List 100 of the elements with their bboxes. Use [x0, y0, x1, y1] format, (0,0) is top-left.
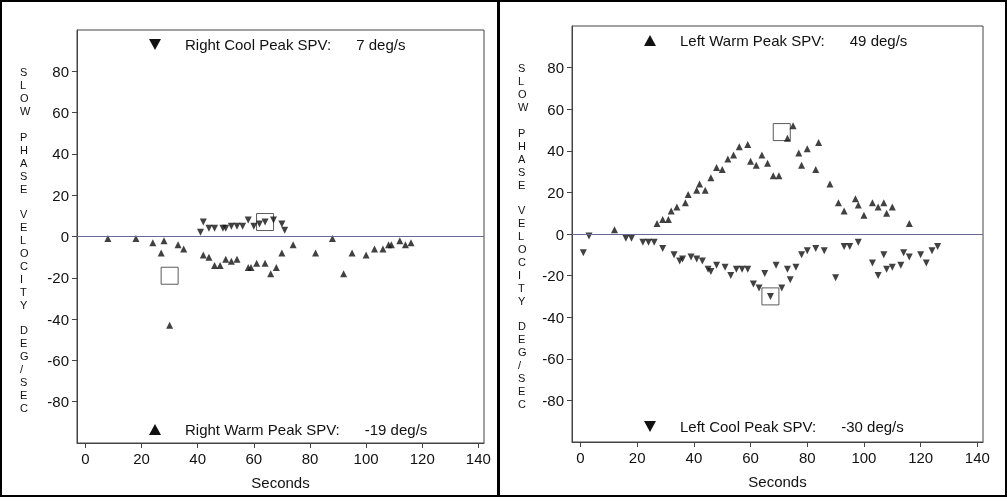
- point: [211, 261, 219, 269]
- y-tick-label: 20: [52, 186, 69, 204]
- point: [883, 209, 891, 217]
- y-tick-label: -20: [542, 267, 564, 285]
- point: [764, 159, 772, 167]
- point: [792, 263, 800, 271]
- point: [579, 249, 587, 257]
- point: [747, 157, 755, 165]
- point: [826, 180, 834, 188]
- point: [880, 251, 888, 259]
- y-tick-label: 0: [60, 228, 69, 245]
- point: [233, 222, 241, 230]
- point: [328, 235, 336, 243]
- point: [670, 251, 678, 259]
- y-tick-label: -60: [542, 350, 564, 368]
- annotation: Left Warm Peak SPV: 49 deg/s: [680, 32, 908, 49]
- point: [340, 270, 348, 278]
- x-tick-label: 60: [245, 450, 263, 467]
- point: [160, 266, 179, 285]
- point: [820, 247, 828, 255]
- x-axis-title: Seconds: [251, 474, 310, 491]
- y-tick-label: 40: [52, 145, 69, 163]
- point: [724, 155, 732, 163]
- point: [261, 259, 269, 267]
- point: [860, 211, 868, 219]
- point: [752, 161, 760, 169]
- y-tick-label: 80: [547, 59, 564, 77]
- point: [645, 238, 653, 246]
- point: [713, 163, 721, 171]
- y-tick-label: -20: [47, 269, 69, 287]
- x-tick-label: 80: [798, 449, 816, 466]
- point: [718, 166, 726, 174]
- point: [371, 245, 379, 253]
- point: [738, 265, 746, 273]
- point: [761, 270, 769, 278]
- point: [253, 259, 261, 267]
- point: [256, 213, 275, 232]
- point: [874, 272, 882, 280]
- point: [812, 245, 820, 253]
- point: [783, 265, 791, 273]
- x-tick-label: 120: [908, 449, 934, 466]
- y-tick-label: 80: [52, 62, 69, 80]
- point: [312, 249, 320, 257]
- point: [721, 263, 729, 271]
- x-tick-label: 60: [742, 449, 759, 466]
- point: [803, 247, 811, 255]
- point: [211, 224, 219, 232]
- x-tick-label: 100: [851, 449, 877, 466]
- annotation: Right Warm Peak SPV: -19 deg/s: [185, 421, 428, 438]
- y-tick-label: 60: [547, 100, 564, 118]
- point: [775, 172, 783, 180]
- x-tick-label: 0: [81, 450, 90, 467]
- point: [905, 253, 913, 261]
- point: [905, 220, 913, 228]
- point: [407, 239, 415, 247]
- x-tick-label: 40: [685, 449, 703, 466]
- point: [160, 237, 168, 245]
- point: [840, 242, 848, 250]
- point: [659, 245, 667, 253]
- point: [701, 186, 709, 194]
- point: [653, 220, 661, 228]
- point: [783, 134, 791, 142]
- point: [696, 180, 704, 188]
- point: [278, 249, 286, 257]
- point: [761, 287, 780, 306]
- point: [362, 251, 370, 259]
- x-tick-label: 140: [964, 449, 990, 466]
- point: [379, 245, 387, 253]
- y-tick-label: 20: [547, 183, 564, 201]
- x-tick-label: 100: [353, 450, 379, 467]
- point: [883, 265, 891, 273]
- point: [684, 190, 692, 198]
- point: [269, 216, 277, 224]
- point: [222, 255, 230, 263]
- point: [199, 251, 207, 259]
- point: [157, 249, 165, 257]
- point: [917, 251, 925, 259]
- point: [840, 207, 848, 215]
- point: [401, 241, 409, 249]
- point: [233, 255, 241, 263]
- y-tick-label: -40: [47, 310, 69, 328]
- point: [786, 276, 794, 284]
- x-tick-label: 40: [189, 450, 207, 467]
- text: SLOW PHASE VELOCITY DEG/SEC: [20, 66, 31, 414]
- x-tick-label: 120: [409, 450, 435, 467]
- point: [868, 259, 876, 267]
- x-axis-title: Seconds: [748, 473, 807, 490]
- y-tick-label: -80: [542, 391, 564, 409]
- x-tick-label: 20: [133, 450, 150, 467]
- point: [772, 123, 791, 142]
- point: [846, 242, 854, 250]
- x-tick-label: 20: [628, 449, 646, 466]
- point: [834, 199, 842, 207]
- point: [928, 247, 936, 255]
- point: [174, 241, 182, 249]
- annotation: Left Cool Peak SPV: -30 deg/s: [680, 418, 904, 435]
- point: [205, 224, 213, 232]
- annotation: Right Cool Peak SPV: 7 deg/s: [185, 36, 406, 53]
- point: [798, 161, 806, 169]
- point: [772, 261, 780, 269]
